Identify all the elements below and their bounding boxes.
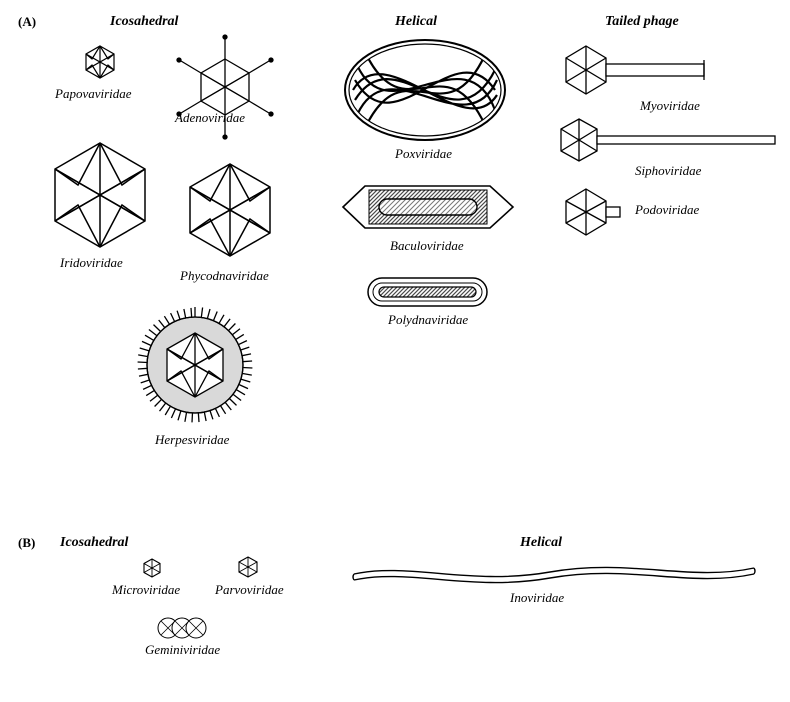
- header-helical-a: Helical: [395, 14, 437, 30]
- header-helical-b: Helical: [520, 535, 562, 551]
- panel-a-marker: (A): [18, 14, 36, 30]
- siphoviridae-label: Siphoviridae: [635, 163, 701, 179]
- microviridae-icon: [140, 556, 164, 580]
- phycodnaviridae-icon: [175, 155, 285, 265]
- poxviridae-label: Poxviridae: [395, 146, 452, 162]
- polydnaviridae-icon: [365, 275, 490, 309]
- microviridae-label: Microviridae: [112, 582, 180, 598]
- baculoviridae-label: Baculoviridae: [390, 238, 464, 254]
- siphoviridae-icon: [555, 115, 780, 170]
- poxviridae-icon: [335, 35, 515, 145]
- papovaviridae-label: Papovaviridae: [55, 86, 132, 102]
- iridoviridae-label: Iridoviridae: [60, 255, 123, 271]
- myoviridae-label: Myoviridae: [640, 98, 700, 114]
- parvoviridae-icon: [235, 554, 261, 580]
- header-tailed-phage: Tailed phage: [605, 14, 679, 30]
- geminiviridae-label: Geminiviridae: [145, 642, 220, 658]
- papovaviridae-icon: [80, 42, 120, 82]
- header-icosahedral-b: Icosahedral: [60, 535, 128, 551]
- adenoviridae-label: Adenoviridae: [175, 110, 245, 126]
- header-icosahedral-a: Icosahedral: [110, 14, 178, 30]
- herpesviridae-icon: [130, 300, 260, 430]
- inoviridae-icon: [350, 556, 758, 590]
- geminiviridae-icon: [155, 615, 210, 641]
- polydnaviridae-label: Polydnaviridae: [388, 312, 468, 328]
- podoviridae-icon: [560, 185, 640, 240]
- parvoviridae-label: Parvoviridae: [215, 582, 284, 598]
- baculoviridae-icon: [335, 180, 520, 235]
- myoviridae-icon: [560, 42, 720, 102]
- iridoviridae-icon: [40, 135, 160, 255]
- podoviridae-label: Podoviridae: [635, 202, 699, 218]
- panel-b-marker: (B): [18, 535, 35, 551]
- phycodnaviridae-label: Phycodnaviridae: [180, 268, 269, 284]
- inoviridae-label: Inoviridae: [510, 590, 564, 606]
- herpesviridae-label: Herpesviridae: [155, 432, 229, 448]
